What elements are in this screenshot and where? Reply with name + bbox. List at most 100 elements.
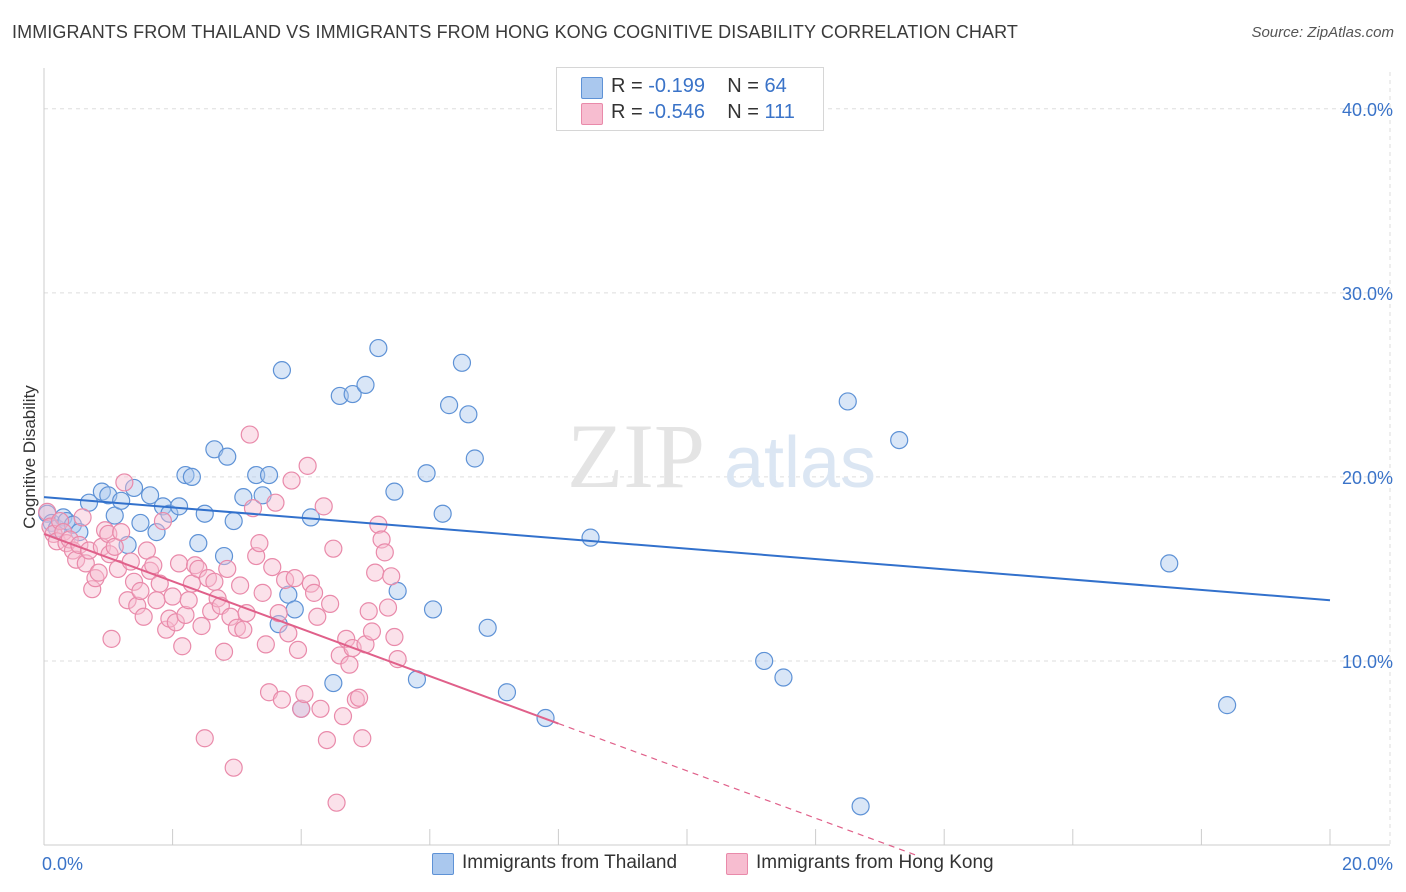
point-thailand (218, 447, 237, 466)
point-hongkong (340, 655, 359, 674)
point-thailand (452, 353, 472, 372)
correlation-legend: R = -0.199 N = 64 R = -0.546 N = 111 (556, 67, 824, 131)
point-hongkong (314, 497, 333, 516)
point-hongkong (157, 620, 176, 639)
point-thailand (182, 467, 201, 487)
point-hongkong (192, 616, 211, 636)
point-hongkong (73, 508, 92, 527)
point-thailand (433, 504, 452, 523)
point-hongkong (269, 603, 288, 623)
point-hongkong (179, 591, 198, 610)
legend-r-value: -0.546 (648, 101, 705, 123)
point-hongkong (150, 574, 169, 593)
legend-r-label: R = (611, 101, 649, 123)
point-hongkong (324, 539, 343, 558)
trend-line-hongkong (43, 533, 559, 725)
legend-n-value: 111 (764, 101, 795, 123)
point-thailand (259, 465, 279, 485)
point-hongkong (147, 591, 166, 610)
point-hongkong (115, 473, 134, 492)
point-thailand (417, 464, 436, 483)
point-thailand (343, 384, 362, 404)
point-hongkong (189, 559, 208, 579)
point-hongkong (282, 471, 301, 490)
point-hongkong (112, 523, 131, 542)
legend-r-value: -0.199 (648, 75, 705, 97)
point-hongkong (50, 511, 70, 531)
point-hongkong (362, 622, 382, 641)
y-tick-label: 30.0% (1342, 284, 1393, 304)
point-hongkong (279, 624, 298, 643)
point-thailand (140, 486, 160, 505)
point-hongkong (256, 635, 275, 654)
point-hongkong (237, 603, 256, 623)
legend-n-label: N = (727, 101, 765, 123)
point-hongkong (153, 511, 173, 531)
point-thailand (131, 513, 150, 533)
point-hongkong (102, 629, 121, 648)
point-thailand (112, 491, 131, 510)
point-hongkong (195, 729, 214, 748)
point-thailand (147, 523, 166, 542)
point-thailand (1218, 696, 1237, 715)
point-hongkong (317, 730, 337, 750)
point-thailand (176, 465, 195, 485)
point-hongkong (131, 581, 150, 601)
y-tick-label: 40.0% (1342, 100, 1393, 120)
point-thailand (890, 430, 909, 450)
point-hongkong (173, 637, 192, 656)
point-hongkong (234, 620, 253, 639)
point-hongkong (366, 563, 385, 582)
x-tick-label: 0.0% (42, 854, 83, 874)
point-hongkong (250, 534, 269, 553)
point-hongkong (67, 550, 86, 569)
point-thailand (459, 405, 478, 424)
series-label-thailand: Immigrants from Thailand (462, 852, 678, 873)
point-thailand (581, 528, 600, 547)
series-label-hongkong: Immigrants from Hong Kong (756, 852, 994, 873)
point-hongkong (169, 554, 189, 573)
point-hongkong (375, 543, 394, 562)
point-hongkong (288, 640, 308, 660)
chart-title: IMMIGRANTS FROM THAILAND VS IMMIGRANTS F… (12, 22, 1018, 42)
legend-swatch-hongkong (581, 103, 603, 125)
point-hongkong (253, 583, 272, 602)
point-hongkong (272, 690, 292, 709)
point-thailand (356, 375, 375, 394)
point-thailand (272, 361, 292, 380)
point-thailand (369, 338, 388, 358)
point-thailand (774, 668, 793, 687)
trend-extension-hongkong (558, 722, 919, 857)
point-thailand (124, 478, 144, 498)
point-hongkong (227, 618, 246, 637)
watermark: ZIP atlas (567, 405, 876, 507)
point-hongkong (163, 587, 182, 606)
y-tick-label: 20.0% (1342, 468, 1393, 488)
point-hongkong (349, 688, 369, 707)
source-credit: Source: ZipAtlas.com (1251, 24, 1394, 41)
point-hongkong (346, 690, 365, 709)
legend-n-label: N = (727, 75, 765, 97)
tick-labels: 10.0% 20.0% 30.0% 40.0% 0.0% 20.0% (42, 100, 1393, 874)
trend-lines (43, 496, 1331, 857)
point-thailand (285, 600, 304, 619)
y-tick-label: 10.0% (1342, 652, 1393, 672)
data-points (38, 338, 1237, 816)
point-hongkong (89, 563, 108, 582)
point-hongkong (353, 729, 372, 748)
point-hongkong (214, 642, 234, 661)
point-hongkong (121, 552, 140, 571)
point-thailand (189, 534, 208, 553)
point-hongkong (285, 569, 304, 588)
watermark-atlas: atlas (724, 423, 876, 503)
point-hongkong (231, 576, 250, 595)
point-hongkong (304, 583, 324, 602)
point-thailand (465, 449, 484, 468)
point-thailand (1160, 554, 1179, 573)
point-hongkong (83, 580, 102, 599)
point-hongkong (166, 613, 185, 632)
point-hongkong (124, 572, 144, 591)
point-hongkong (205, 572, 224, 591)
point-hongkong (308, 607, 327, 626)
